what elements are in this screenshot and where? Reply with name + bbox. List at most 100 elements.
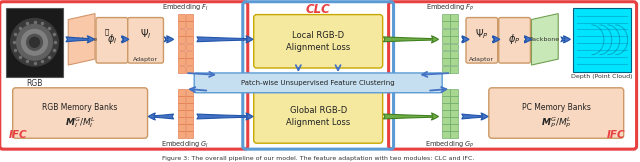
- FancyBboxPatch shape: [442, 14, 450, 21]
- FancyBboxPatch shape: [442, 36, 450, 43]
- FancyBboxPatch shape: [178, 124, 185, 131]
- Circle shape: [29, 37, 40, 47]
- Text: $\boldsymbol{M}^G_I/M^L_I$: $\boldsymbol{M}^G_I/M^L_I$: [65, 115, 95, 130]
- FancyBboxPatch shape: [442, 29, 450, 36]
- FancyBboxPatch shape: [442, 124, 450, 131]
- FancyBboxPatch shape: [178, 58, 185, 65]
- FancyBboxPatch shape: [186, 36, 193, 43]
- Text: Local RGB-D
Alignment Loss: Local RGB-D Alignment Loss: [286, 31, 350, 52]
- FancyBboxPatch shape: [451, 103, 458, 110]
- Circle shape: [11, 18, 58, 66]
- FancyBboxPatch shape: [186, 21, 193, 28]
- FancyBboxPatch shape: [451, 44, 458, 50]
- FancyBboxPatch shape: [442, 58, 450, 65]
- FancyBboxPatch shape: [186, 29, 193, 36]
- FancyBboxPatch shape: [451, 58, 458, 65]
- Text: Backbone: Backbone: [67, 37, 98, 42]
- FancyBboxPatch shape: [573, 8, 630, 72]
- FancyBboxPatch shape: [186, 103, 193, 110]
- Text: RGB: RGB: [26, 79, 43, 88]
- FancyBboxPatch shape: [178, 103, 185, 110]
- FancyBboxPatch shape: [178, 21, 185, 28]
- FancyBboxPatch shape: [194, 73, 442, 93]
- Text: Figure 3: The overall pipeline of our model. The feature adaptation with two mod: Figure 3: The overall pipeline of our mo…: [162, 156, 474, 161]
- Text: Adaptor: Adaptor: [133, 57, 158, 62]
- Text: 🔒: 🔒: [105, 28, 109, 35]
- Text: IFC: IFC: [9, 130, 28, 140]
- Text: Adaptor: Adaptor: [469, 57, 494, 62]
- FancyBboxPatch shape: [451, 89, 458, 96]
- FancyBboxPatch shape: [6, 8, 63, 77]
- Text: Embedding $F_P$: Embedding $F_P$: [426, 2, 474, 13]
- FancyBboxPatch shape: [442, 103, 450, 110]
- FancyBboxPatch shape: [128, 17, 163, 63]
- Circle shape: [17, 24, 52, 60]
- Text: Embedding $F_I$: Embedding $F_I$: [162, 2, 209, 13]
- FancyBboxPatch shape: [442, 110, 450, 117]
- Circle shape: [22, 29, 47, 55]
- Text: Patch-wise Unsupervised Feature Clustering: Patch-wise Unsupervised Feature Clusteri…: [241, 80, 395, 86]
- Text: RGB Memory Banks: RGB Memory Banks: [42, 103, 118, 112]
- FancyBboxPatch shape: [451, 21, 458, 28]
- Polygon shape: [531, 14, 558, 65]
- Text: Backbone: Backbone: [529, 37, 560, 42]
- FancyBboxPatch shape: [186, 14, 193, 21]
- Text: CLC: CLC: [306, 3, 331, 16]
- FancyBboxPatch shape: [186, 89, 193, 96]
- FancyBboxPatch shape: [186, 44, 193, 50]
- FancyBboxPatch shape: [466, 17, 498, 63]
- FancyBboxPatch shape: [178, 132, 185, 138]
- FancyBboxPatch shape: [178, 89, 185, 96]
- FancyBboxPatch shape: [178, 36, 185, 43]
- FancyBboxPatch shape: [253, 90, 383, 143]
- FancyBboxPatch shape: [451, 14, 458, 21]
- FancyBboxPatch shape: [178, 110, 185, 117]
- FancyBboxPatch shape: [442, 51, 450, 58]
- FancyBboxPatch shape: [13, 88, 148, 138]
- FancyBboxPatch shape: [451, 110, 458, 117]
- FancyBboxPatch shape: [451, 51, 458, 58]
- FancyBboxPatch shape: [442, 132, 450, 138]
- FancyBboxPatch shape: [499, 17, 531, 63]
- FancyBboxPatch shape: [186, 96, 193, 103]
- Text: $\Psi_I$: $\Psi_I$: [140, 28, 152, 41]
- FancyBboxPatch shape: [186, 124, 193, 131]
- Text: IFC: IFC: [607, 130, 626, 140]
- FancyBboxPatch shape: [442, 44, 450, 50]
- Text: Embedding $G_I$: Embedding $G_I$: [161, 140, 209, 150]
- FancyBboxPatch shape: [451, 66, 458, 73]
- FancyBboxPatch shape: [178, 51, 185, 58]
- FancyBboxPatch shape: [442, 117, 450, 124]
- FancyBboxPatch shape: [451, 96, 458, 103]
- FancyBboxPatch shape: [186, 66, 193, 73]
- Text: Global RGB-D
Alignment Loss: Global RGB-D Alignment Loss: [286, 106, 350, 127]
- FancyBboxPatch shape: [178, 96, 185, 103]
- FancyBboxPatch shape: [442, 66, 450, 73]
- FancyBboxPatch shape: [178, 44, 185, 50]
- FancyBboxPatch shape: [451, 132, 458, 138]
- FancyBboxPatch shape: [253, 15, 383, 68]
- Text: $\Psi_P$: $\Psi_P$: [475, 28, 489, 41]
- Polygon shape: [68, 14, 95, 65]
- Text: $\boldsymbol{M}^G_P/M^L_P$: $\boldsymbol{M}^G_P/M^L_P$: [541, 115, 572, 130]
- FancyBboxPatch shape: [178, 117, 185, 124]
- FancyBboxPatch shape: [178, 29, 185, 36]
- FancyBboxPatch shape: [96, 17, 128, 63]
- FancyBboxPatch shape: [451, 36, 458, 43]
- FancyBboxPatch shape: [186, 132, 193, 138]
- Text: PC Memory Banks: PC Memory Banks: [522, 103, 591, 112]
- FancyBboxPatch shape: [186, 110, 193, 117]
- FancyBboxPatch shape: [489, 88, 624, 138]
- FancyBboxPatch shape: [186, 58, 193, 65]
- Text: Depth (Point Cloud): Depth (Point Cloud): [571, 74, 632, 79]
- Text: Embedding $G_P$: Embedding $G_P$: [426, 140, 475, 150]
- FancyBboxPatch shape: [451, 117, 458, 124]
- FancyBboxPatch shape: [442, 21, 450, 28]
- FancyBboxPatch shape: [186, 51, 193, 58]
- FancyBboxPatch shape: [186, 117, 193, 124]
- FancyBboxPatch shape: [442, 96, 450, 103]
- Text: $\phi_I$: $\phi_I$: [107, 32, 117, 46]
- FancyBboxPatch shape: [178, 14, 185, 21]
- FancyBboxPatch shape: [451, 124, 458, 131]
- Text: $\phi_P$: $\phi_P$: [508, 32, 521, 46]
